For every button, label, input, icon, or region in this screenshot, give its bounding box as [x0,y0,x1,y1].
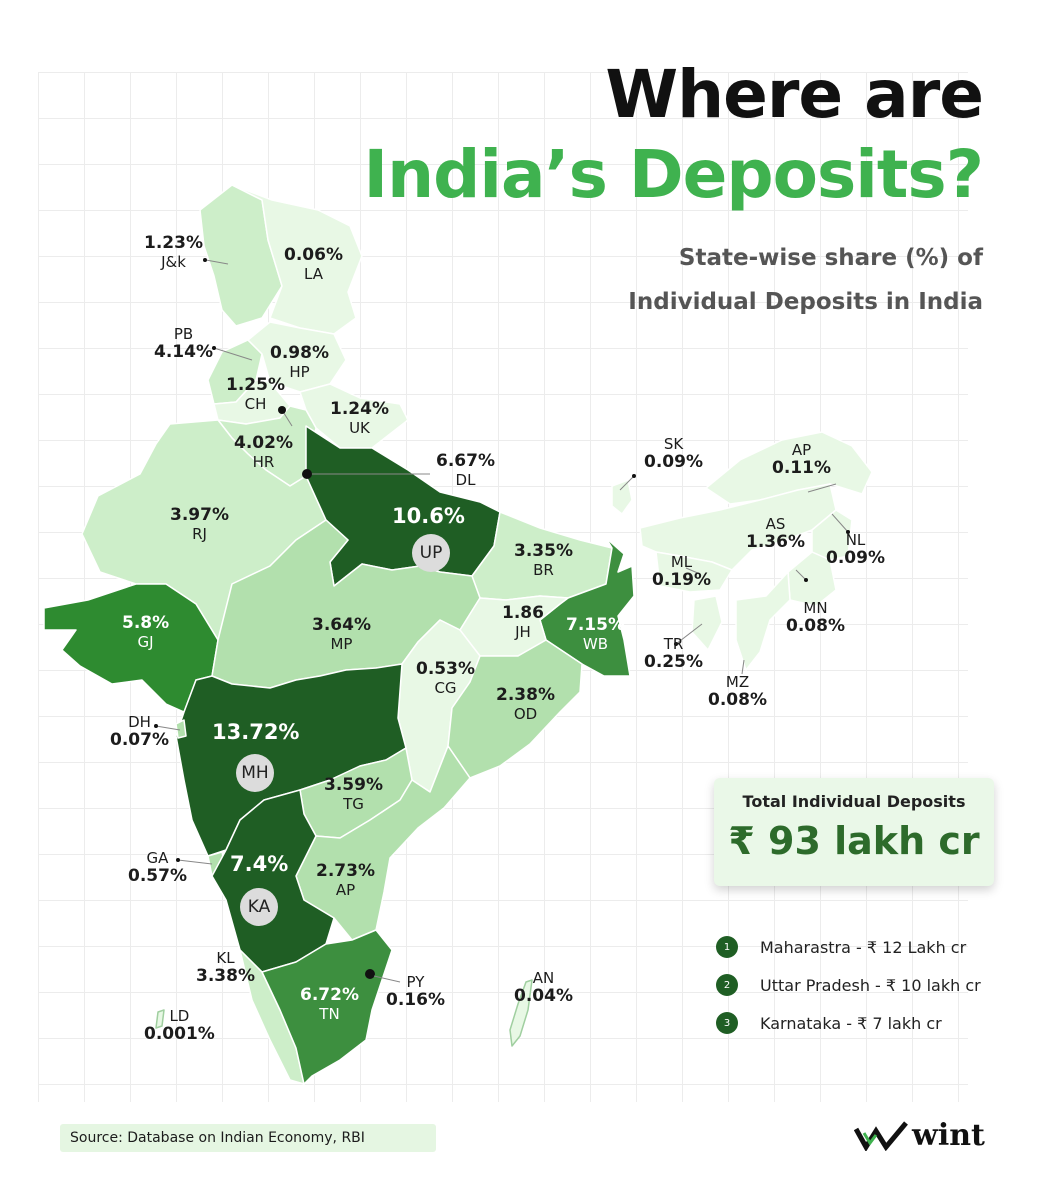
label-ld: LD 0.001% [144,1007,215,1045]
leader-dot-dh [154,724,158,728]
total-deposits-value: ₹ 93 lakh cr [728,819,980,863]
leader-sk [619,475,635,491]
label-tg: 3.59% TG [324,775,383,813]
leader-ap-ne [807,483,837,493]
leader-dot-dl [302,469,312,479]
badge-ka: KA [240,888,278,926]
subtitle-line-2: Individual Deposits in India [628,289,983,315]
label-nl: NL 0.09% [826,531,885,569]
label-mp: 3.64% MP [312,615,371,653]
label-ap: 2.73% AP [316,861,375,899]
label-jh: 1.86 JH [502,603,544,641]
label-dl: 6.67% DL [436,451,495,489]
label-ka: 7.4% [230,852,289,876]
state-dh-shape[interactable] [175,719,187,739]
label-sk: SK 0.09% [644,435,703,473]
wint-logo-text: wint [912,1118,985,1153]
label-jk: 1.23% J&k [144,233,203,271]
label-dh: DH 0.07% [110,713,169,751]
leader-tr [675,623,703,645]
label-pb: PB 4.14% [154,325,213,363]
leader-dot-jk [203,258,207,262]
leader-dot-pb [212,346,216,350]
top-state-text: Karnataka - ₹ 7 lakh cr [760,1013,942,1033]
state-od-shape[interactable] [447,639,583,779]
label-tn: 6.72% TN [300,985,359,1023]
label-ap-ne: AP 0.11% [772,441,831,479]
label-mz: MZ 0.08% [708,673,767,711]
top-state-item: 1 Maharastra - ₹ 12 Lakh cr [716,928,981,966]
title-line-2: India’s Deposits? [363,136,984,213]
label-hr: 4.02% HR [234,433,293,471]
label-ga: GA 0.57% [128,849,187,887]
wint-logo: wint [854,1118,985,1153]
rank-badge: 2 [716,974,738,996]
leader-pb [213,347,253,361]
label-hp: 0.98% HP [270,343,329,381]
top-state-text: Uttar Pradesh - ₹ 10 lakh cr [760,975,981,995]
label-od: 2.38% OD [496,685,555,723]
state-wb-shape[interactable] [539,537,635,677]
label-up: 10.6% [392,504,465,528]
subtitle-line-1: State-wise share (%) of [678,245,983,271]
label-cg: 0.53% CG [416,659,475,697]
total-deposits-card: Total Individual Deposits ₹ 93 lakh cr [714,778,994,886]
leader-dot-ga [176,858,180,862]
leader-dot-tr [674,642,678,646]
subtitle: State-wise share (%) of Individual Depos… [523,236,983,324]
label-rj: 3.97% RJ [170,505,229,543]
state-sk-shape[interactable] [611,479,633,515]
leader-dot-nl [846,530,850,534]
leader-dot-ch [278,406,286,414]
label-uk: 1.24% UK [330,399,389,437]
state-py-marker[interactable] [365,969,375,979]
leader-mz [741,659,745,675]
leader-dot-mn [804,578,808,582]
state-an-shape[interactable] [509,979,533,1047]
rank-badge: 1 [716,936,738,958]
wint-logo-icon [854,1120,908,1151]
state-ml-shape[interactable] [655,551,733,593]
label-br: 3.35% BR [514,541,573,579]
leader-dh [155,725,181,731]
rank-badge: 3 [716,1012,738,1034]
leader-py [373,975,401,983]
state-tr-shape[interactable] [691,595,723,651]
label-ch: 1.25% CH [226,375,285,413]
leader-dot-sk [632,474,636,478]
top-states-list: 1 Maharastra - ₹ 12 Lakh cr 2 Uttar Prad… [716,928,981,1042]
state-la-shape[interactable] [231,184,363,335]
state-ld-shape[interactable] [155,1009,165,1029]
label-wb: 7.15% WB [566,615,625,653]
badge-mh: MH [236,754,274,792]
source-note: Source: Database on Indian Economy, RBI [60,1124,436,1152]
leader-ml [685,567,701,575]
state-mz-shape[interactable] [735,571,791,671]
leader-ga [177,859,213,865]
top-state-item: 3 Karnataka - ₹ 7 lakh cr [716,1004,981,1042]
state-ap-shape[interactable] [295,745,471,941]
state-ka-shape[interactable] [211,789,335,973]
label-an: AN 0.04% [514,969,573,1007]
leader-mn [795,569,807,581]
state-tn-shape[interactable] [261,929,393,1085]
total-deposits-label: Total Individual Deposits [742,792,966,811]
leader-nl [831,513,849,533]
label-tr: TR 0.25% [644,635,703,673]
top-state-text: Maharastra - ₹ 12 Lakh cr [760,937,967,957]
top-state-item: 2 Uttar Pradesh - ₹ 10 lakh cr [716,966,981,1004]
label-mn: MN 0.08% [786,599,845,637]
state-hp-shape[interactable] [247,321,347,393]
leader-jk [205,259,229,265]
label-py: PY 0.16% [386,973,445,1011]
label-kl: KL 3.38% [196,949,255,987]
badge-up: UP [412,534,450,572]
label-ml: ML 0.19% [652,553,711,591]
label-gj: 5.8% GJ [122,613,170,651]
title-line-1: Where are [605,56,984,133]
label-la: 0.06% LA [284,245,343,283]
label-mh: 13.72% [212,720,300,744]
label-as: AS 1.36% [746,515,805,553]
